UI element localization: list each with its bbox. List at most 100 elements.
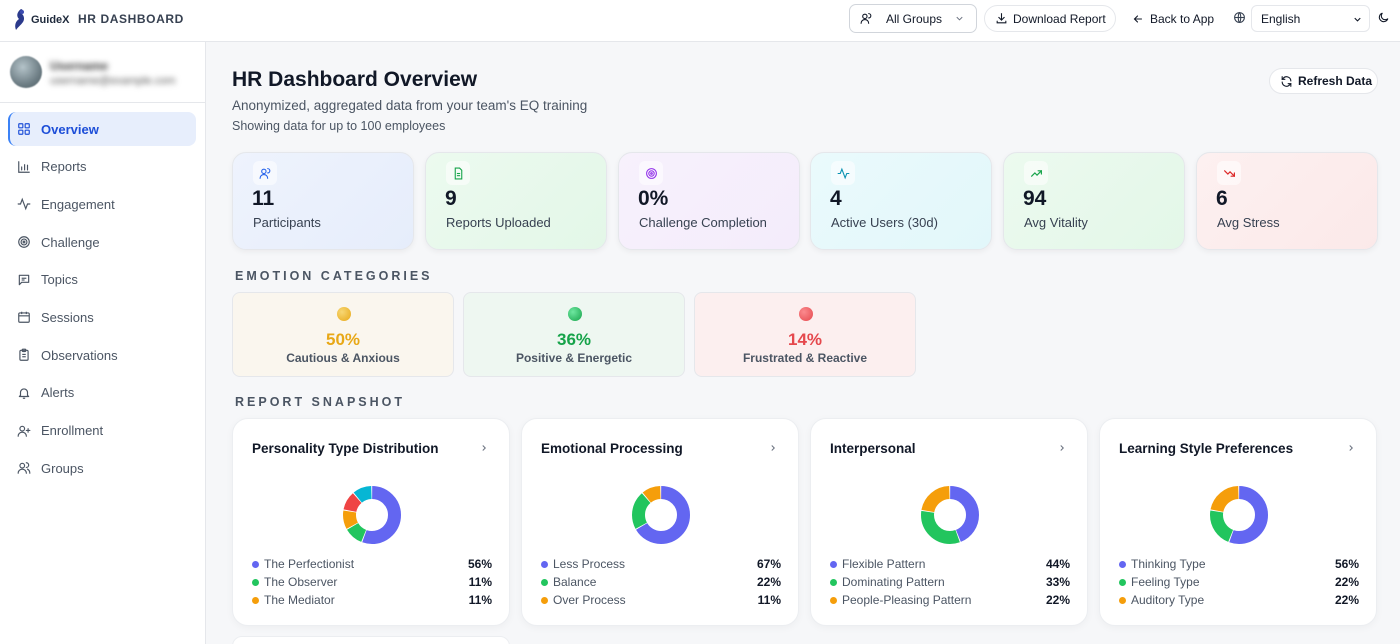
report-card-interpersonal[interactable]: Interpersonal Flexible Pattern 44% Dominat… xyxy=(810,418,1088,626)
legend-percent: 22% xyxy=(1334,575,1359,589)
page-title: HR Dashboard Overview xyxy=(232,68,478,91)
sidebar-item-label: Observations xyxy=(41,347,118,363)
logo-text: GuideX xyxy=(31,14,70,26)
legend-item: Balance 22% xyxy=(541,573,781,591)
legend-item: The Observer 11% xyxy=(252,573,492,591)
donut-slice xyxy=(921,486,979,544)
sidebar-item-challenge[interactable]: Challenge xyxy=(8,225,196,259)
donut-slice xyxy=(632,486,690,544)
kpi-label: Active Users (30d) xyxy=(831,215,938,230)
sidebar-item-engagement[interactable]: Engagement xyxy=(8,187,196,221)
chevron-right-icon[interactable] xyxy=(768,443,778,453)
legend-item: Thinking Type 56% xyxy=(1119,555,1359,573)
chevron-down-icon xyxy=(956,16,963,21)
donut-legend: Thinking Type 56% Feeling Type 22% Auditory … xyxy=(1119,555,1359,609)
sidebar-item-overview[interactable]: Overview xyxy=(8,112,196,146)
emotion-percent: 36% xyxy=(556,330,592,349)
legend-percent: 11% xyxy=(468,575,492,589)
chevron-down-icon xyxy=(1354,17,1361,22)
sidebar-item-label: Alerts xyxy=(41,385,75,401)
chevron-right-icon[interactable] xyxy=(1346,443,1356,453)
report-card-learning-style[interactable]: Learning Style Preferences Thinking Type… xyxy=(1099,418,1377,626)
moon-icon[interactable] xyxy=(1377,11,1390,24)
donut-legend: The Perfectionist 56% The Observer 11% The M… xyxy=(252,555,492,609)
chevron-right-icon[interactable] xyxy=(479,443,489,453)
back-to-app-button[interactable]: Back to App xyxy=(1132,5,1214,32)
legend-swatch xyxy=(830,596,837,604)
user-name: Username xyxy=(50,59,109,73)
kpi-card-avg-vitality: 94 Avg Vitality xyxy=(1003,152,1185,250)
emotion-name: Frustrated & Reactive xyxy=(742,351,868,365)
top-bar: GuideX HR DASHBOARD All Groups Download … xyxy=(0,0,1400,42)
legend-swatch xyxy=(541,578,548,586)
legend-item: Flexible Pattern 44% xyxy=(830,555,1070,573)
kpi-icon-wrap xyxy=(1217,161,1241,185)
sidebar-item-enrollment[interactable]: Enrollment xyxy=(8,414,196,448)
donut-slice xyxy=(1210,486,1268,544)
donut-slice xyxy=(921,486,979,544)
emotion-categories-heading: EMOTION CATEGORIES xyxy=(235,269,433,283)
language-select[interactable]: English xyxy=(1251,5,1370,32)
emotion-card-positive: 36% Positive & Energetic xyxy=(463,292,685,377)
refresh-data-button[interactable]: Refresh Data xyxy=(1269,68,1378,94)
sidebar-item-label: Challenge xyxy=(41,234,100,250)
legend-percent: 22% xyxy=(1045,593,1070,607)
legend-swatch xyxy=(830,560,837,568)
legend-percent: 44% xyxy=(1045,557,1070,571)
report-snapshot-heading: REPORT SNAPSHOT xyxy=(235,395,406,409)
globe-icon xyxy=(1234,11,1245,24)
sidebar-item-sessions[interactable]: Sessions xyxy=(8,300,196,334)
sidebar-item-alerts[interactable]: Alerts xyxy=(8,376,196,410)
logo[interactable]: GuideX xyxy=(12,8,70,32)
download-report-button[interactable]: Download Report xyxy=(984,5,1116,32)
legend-label: Balance xyxy=(553,575,597,589)
donut-slice xyxy=(343,486,401,544)
legend-item: Dominating Pattern 33% xyxy=(830,573,1070,591)
sidebar-item-groups[interactable]: Groups xyxy=(8,451,196,485)
donut-legend: Less Process 67% Balance 22% Over Process 11% xyxy=(541,555,781,609)
legend-swatch xyxy=(830,578,837,586)
legend-swatch xyxy=(1119,560,1126,568)
activity-icon xyxy=(17,198,31,211)
legend-swatch xyxy=(1119,596,1126,604)
legend-label: Over Process xyxy=(553,593,626,607)
donut-chart xyxy=(921,486,979,544)
user-profile[interactable]: Username username@example.com xyxy=(10,56,196,90)
report-card-emotional-processing[interactable]: Emotional Processing Less Process 67% Bala… xyxy=(521,418,799,626)
sidebar-item-topics[interactable]: Topics xyxy=(8,263,196,297)
kpi-card-avg-stress: 6 Avg Stress xyxy=(1196,152,1378,250)
legend-swatch xyxy=(541,596,548,604)
legend-label: The Perfectionist xyxy=(264,557,355,571)
legend-item: Feeling Type 22% xyxy=(1119,573,1359,591)
legend-swatch xyxy=(541,560,548,568)
sidebar-divider xyxy=(0,102,205,103)
clipboard-icon xyxy=(19,348,29,361)
report-card-title: Learning Style Preferences xyxy=(1119,441,1294,456)
legend-swatch xyxy=(252,596,259,604)
report-card-personality[interactable]: Personality Type Distribution The Perfec… xyxy=(232,418,510,626)
kpi-value: 6 xyxy=(1216,187,1228,210)
legend-label: Dominating Pattern xyxy=(842,575,945,589)
emotion-dot xyxy=(337,307,351,321)
kpi-label: Avg Stress xyxy=(1217,215,1280,230)
emotion-dot xyxy=(568,307,582,321)
legend-item: Less Process 67% xyxy=(541,555,781,573)
sidebar-item-reports[interactable]: Reports xyxy=(8,150,196,184)
bell-icon xyxy=(18,388,30,399)
legend-percent: 11% xyxy=(757,593,781,607)
app-title: HR DASHBOARD xyxy=(78,12,184,26)
kpi-label: Avg Vitality xyxy=(1024,215,1088,230)
sidebar-item-observations[interactable]: Observations xyxy=(8,338,196,372)
download-report-label: Download Report xyxy=(1013,11,1106,26)
chevron-right-icon[interactable] xyxy=(1057,443,1067,453)
donut-slice xyxy=(1210,486,1268,544)
group-select[interactable]: All Groups xyxy=(849,4,977,33)
page-subtitle-limit: Showing data for up to 100 employees xyxy=(232,119,446,133)
legend-swatch xyxy=(252,578,259,586)
sidebar-nav: Overview Reports Engagement Challenge To… xyxy=(8,112,196,489)
emotion-card-frustrated: 14% Frustrated & Reactive xyxy=(694,292,916,377)
kpi-value: 0% xyxy=(638,187,669,210)
sidebar: Username username@example.com Overview R… xyxy=(0,42,206,644)
calendar-icon xyxy=(18,312,30,324)
users-icon xyxy=(860,13,872,24)
